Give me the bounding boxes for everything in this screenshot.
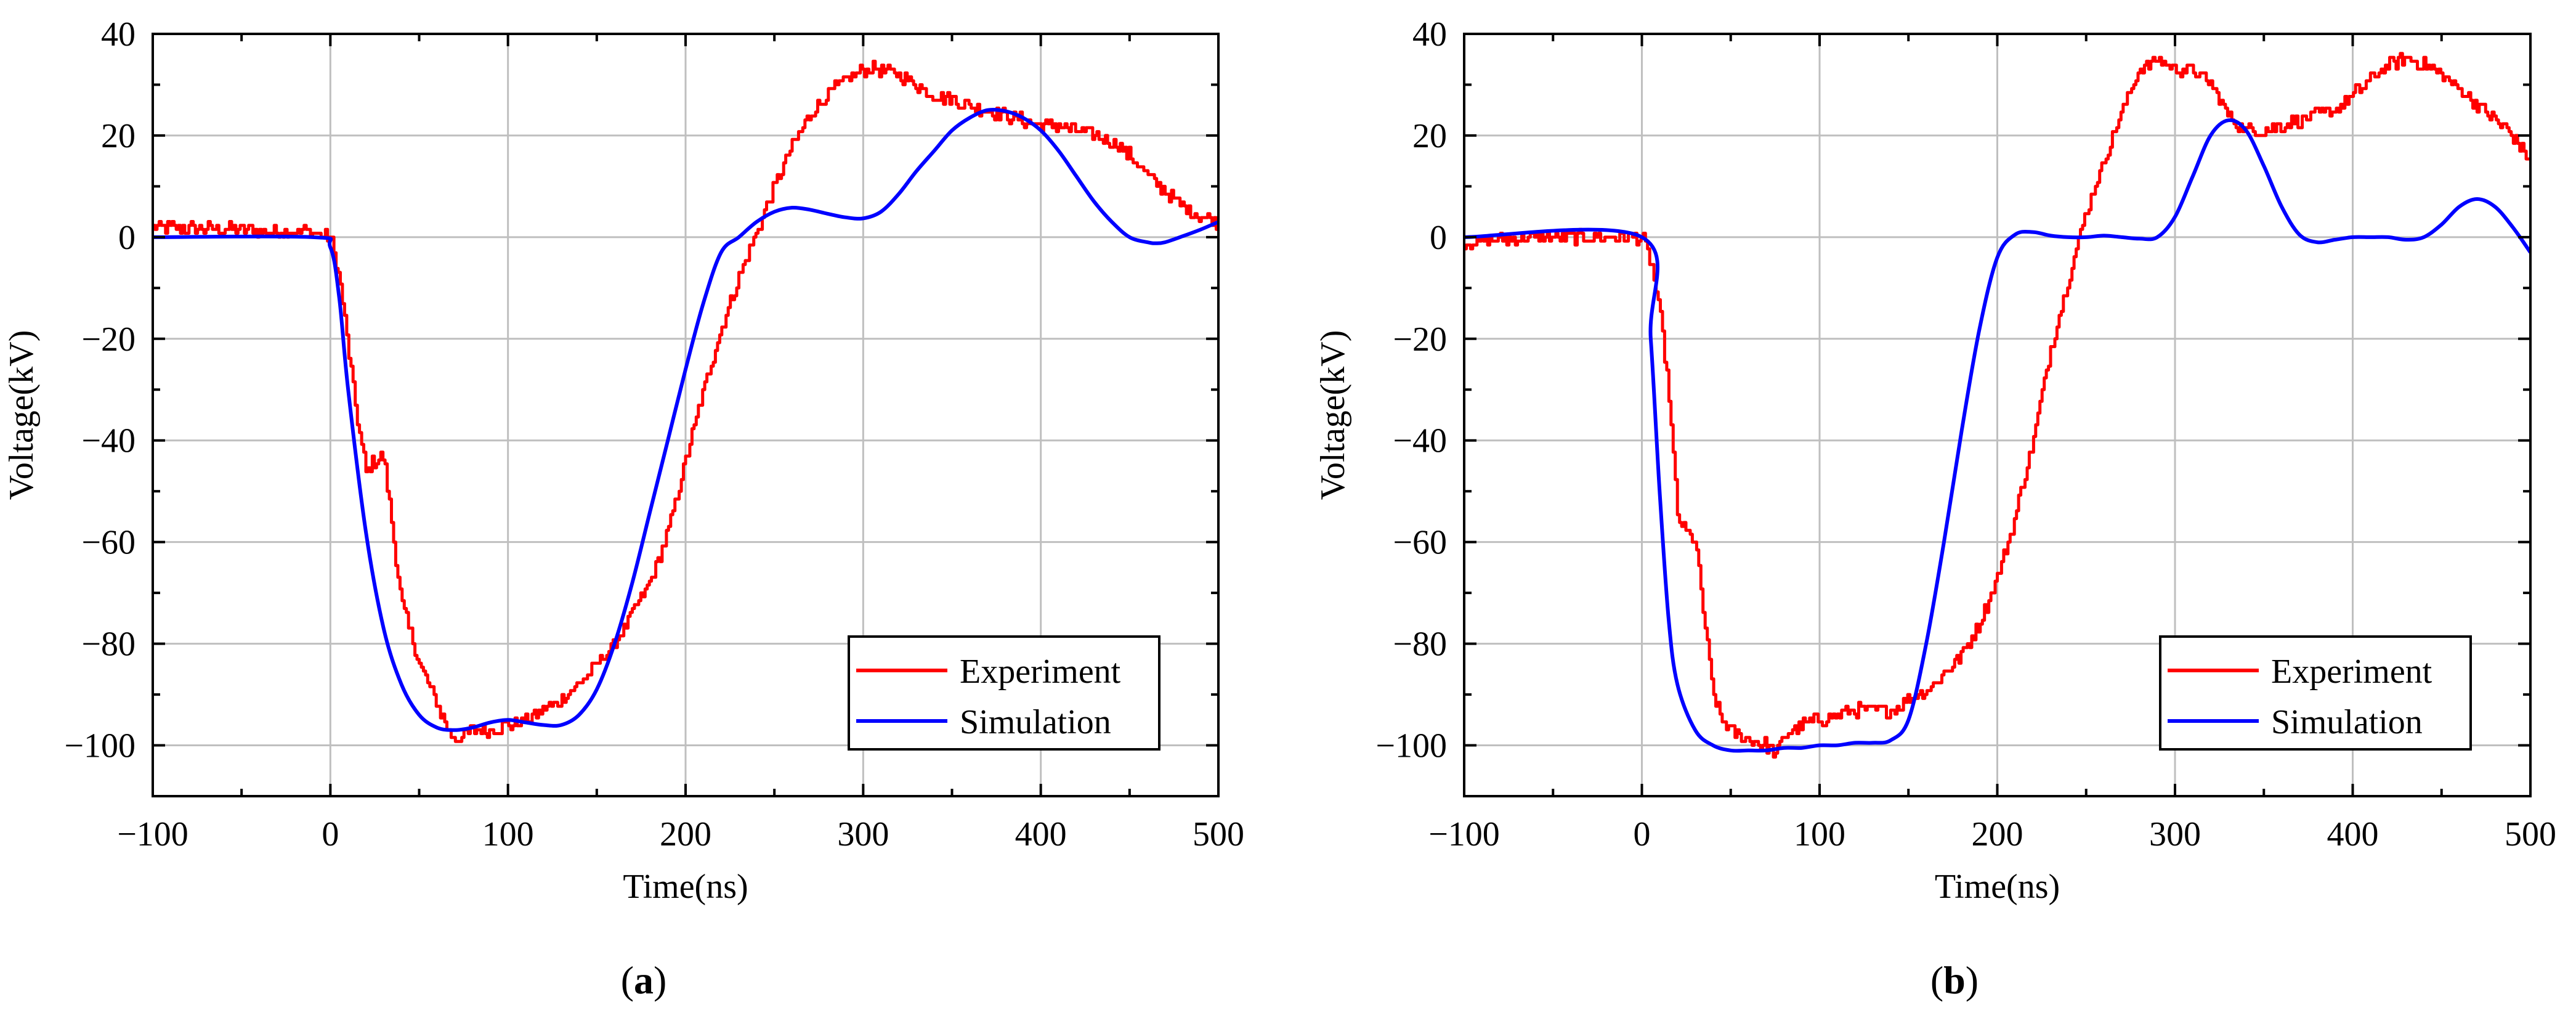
y-axis-title: Voltage(kV): [1314, 330, 1352, 500]
y-tick-label: −80: [1393, 625, 1447, 664]
panel-label: (a): [621, 958, 667, 1002]
x-tick-label: 300: [837, 815, 889, 853]
y-tick-label: 20: [101, 117, 136, 155]
legend-box: [848, 635, 1160, 751]
y-tick-label: −40: [1393, 422, 1447, 460]
y-tick-label: −20: [1393, 320, 1447, 359]
panel-label-open-paren: (: [1930, 958, 1943, 1002]
y-tick-label: −20: [81, 320, 136, 359]
axis-ticks: [1463, 33, 2532, 797]
x-tick-label: 400: [1015, 815, 1067, 853]
y-tick-label: −80: [81, 625, 136, 664]
series-group: [1464, 52, 2530, 759]
panel-label-open-paren: (: [621, 958, 634, 1002]
x-tick-label: 100: [1794, 815, 1845, 853]
legend-label-experiment: Experiment: [960, 653, 1121, 691]
panel-label-close-paren: ): [1966, 958, 1979, 1002]
x-tick-label: 100: [482, 815, 534, 853]
y-tick-label: −40: [81, 422, 136, 460]
x-tick-label: 400: [2327, 815, 2379, 853]
y-tick-label: −100: [64, 727, 136, 765]
series-group: [153, 59, 1218, 743]
chart-panel-b: −100 0 100 200 300 400 50040200−20−40−60−80−10…: [1314, 15, 2556, 1002]
x-tick-label: 500: [2505, 815, 2556, 853]
x-tick-label: 200: [660, 815, 711, 853]
panel-label: (b): [1930, 958, 1979, 1002]
panel-label-close-paren: ): [654, 958, 666, 1002]
legend: Experiment Simulation: [2159, 635, 2472, 751]
x-tick-label: 0: [1634, 815, 1651, 853]
x-axis-title: Time(ns): [1935, 868, 2060, 906]
x-axis-title: Time(ns): [623, 868, 748, 906]
x-tick-label: 200: [1972, 815, 2023, 853]
series-simulation-line: [153, 107, 1218, 732]
legend-label-simulation: Simulation: [2271, 703, 2423, 741]
y-tick-label: −60: [1393, 524, 1447, 562]
legend-box: [2159, 635, 2472, 751]
y-tick-label: 40: [1412, 15, 1447, 54]
y-axis-title: Voltage(kV): [2, 330, 41, 500]
series-simulation-line: [1464, 118, 2530, 753]
x-tick-label: 500: [1193, 815, 1244, 853]
legend-label-experiment: Experiment: [2271, 653, 2432, 691]
panel-label-letter: b: [1943, 958, 1966, 1002]
legend: Experiment Simulation: [848, 635, 1160, 751]
y-tick-label: 20: [1412, 117, 1447, 155]
x-tick-label: −100: [1428, 815, 1500, 853]
chart-panel-a: −100 0 100 200 300 400 50040200−20−40−60−80−10…: [2, 15, 1244, 1002]
y-tick-label: −60: [81, 524, 136, 562]
x-tick-label: 300: [2149, 815, 2201, 853]
x-tick-label: −100: [117, 815, 188, 853]
axis-ticks: [152, 33, 1220, 797]
legend-label-simulation: Simulation: [960, 703, 1111, 741]
y-tick-label: 0: [1430, 219, 1447, 257]
y-tick-label: 40: [101, 15, 136, 54]
y-tick-label: 0: [118, 219, 136, 257]
x-tick-label: 0: [322, 815, 339, 853]
y-tick-label: −100: [1375, 727, 1447, 765]
panel-label-letter: a: [634, 958, 654, 1002]
